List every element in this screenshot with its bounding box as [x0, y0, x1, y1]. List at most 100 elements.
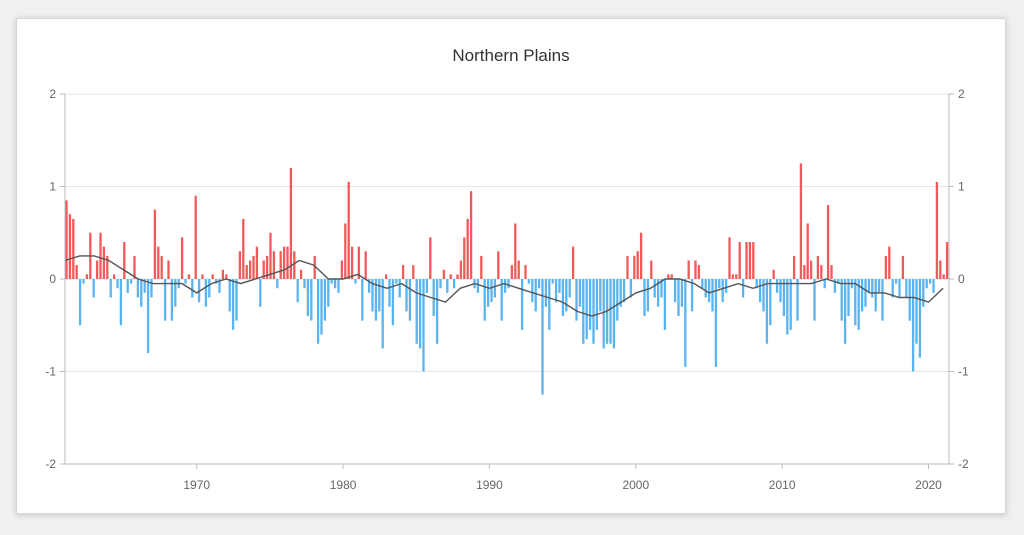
bar — [599, 279, 602, 312]
bar — [102, 246, 106, 280]
bar — [463, 237, 466, 280]
bar — [905, 279, 908, 298]
bar — [656, 279, 660, 307]
bar — [758, 279, 762, 303]
bar — [813, 279, 816, 321]
bar — [252, 255, 255, 280]
bar — [694, 260, 697, 279]
bar — [806, 223, 809, 279]
bar — [724, 279, 728, 293]
bar — [908, 279, 911, 321]
bar — [728, 237, 731, 280]
bar — [245, 265, 248, 280]
bar — [293, 251, 296, 279]
bar — [592, 279, 595, 344]
bar — [442, 269, 446, 279]
bar — [843, 279, 847, 344]
bar — [826, 205, 830, 279]
bar — [276, 279, 279, 289]
bar — [534, 279, 537, 312]
bar — [918, 279, 922, 358]
bar — [888, 246, 891, 280]
bar — [792, 255, 796, 280]
bar — [731, 274, 735, 280]
bar — [823, 279, 826, 289]
bar — [500, 279, 503, 321]
bar — [432, 279, 435, 316]
bar — [565, 279, 568, 312]
bar — [357, 246, 361, 280]
bar — [167, 260, 170, 279]
bar — [129, 279, 133, 284]
bar — [78, 279, 82, 326]
bar — [925, 279, 928, 289]
bar — [911, 279, 915, 372]
bar — [626, 255, 629, 280]
bar — [211, 274, 214, 280]
bar — [265, 255, 269, 280]
bar — [269, 232, 272, 279]
bar — [235, 279, 238, 321]
bar — [204, 279, 208, 307]
bar — [684, 279, 687, 367]
bar — [429, 237, 432, 280]
bar — [296, 279, 299, 303]
bar — [619, 279, 622, 307]
bar — [687, 260, 690, 279]
bar — [867, 279, 871, 293]
bar — [537, 279, 541, 289]
bar — [915, 279, 918, 344]
bar — [602, 279, 605, 349]
bar — [894, 279, 898, 284]
bar — [140, 279, 143, 307]
bar — [405, 279, 408, 312]
chart-svg: Northern Plains -2 -2 -1 -1 0 0 1 1 2 2 1970 1980 19… — [45, 46, 969, 492]
bar — [629, 279, 633, 298]
bar — [174, 279, 177, 307]
bar — [459, 260, 463, 279]
bar — [507, 279, 510, 289]
bar — [435, 279, 439, 344]
bar — [497, 251, 500, 279]
bar — [85, 274, 89, 280]
bar — [677, 279, 680, 316]
bar — [361, 279, 364, 321]
bars — [65, 163, 949, 395]
bar — [367, 279, 371, 293]
bar — [881, 279, 884, 321]
bar — [837, 279, 840, 284]
bar — [714, 279, 718, 367]
bar — [663, 279, 667, 330]
bar — [452, 279, 456, 289]
bar — [391, 279, 395, 326]
bar — [711, 279, 714, 312]
bar — [68, 214, 72, 279]
bar — [238, 251, 242, 279]
bar — [306, 279, 310, 316]
bar — [469, 191, 473, 280]
bar — [316, 279, 320, 344]
bar — [847, 279, 850, 316]
bar — [871, 279, 874, 298]
bar — [248, 260, 252, 279]
bar — [408, 279, 412, 321]
gridlines — [65, 93, 949, 465]
bar — [493, 279, 497, 298]
axes — [60, 93, 954, 469]
bar — [928, 279, 932, 284]
bar — [901, 255, 905, 280]
bar — [939, 260, 942, 279]
bar — [803, 265, 806, 280]
bar — [935, 181, 939, 280]
bar — [412, 265, 415, 280]
bar — [752, 242, 755, 279]
bar — [299, 269, 303, 279]
bar — [146, 279, 150, 353]
bar — [588, 279, 592, 330]
bar — [633, 255, 636, 280]
x-tick-label: 2010 — [769, 478, 796, 492]
chart-title: Northern Plains — [452, 46, 569, 65]
bar — [418, 279, 422, 349]
bar — [503, 279, 507, 293]
bar — [282, 246, 286, 280]
